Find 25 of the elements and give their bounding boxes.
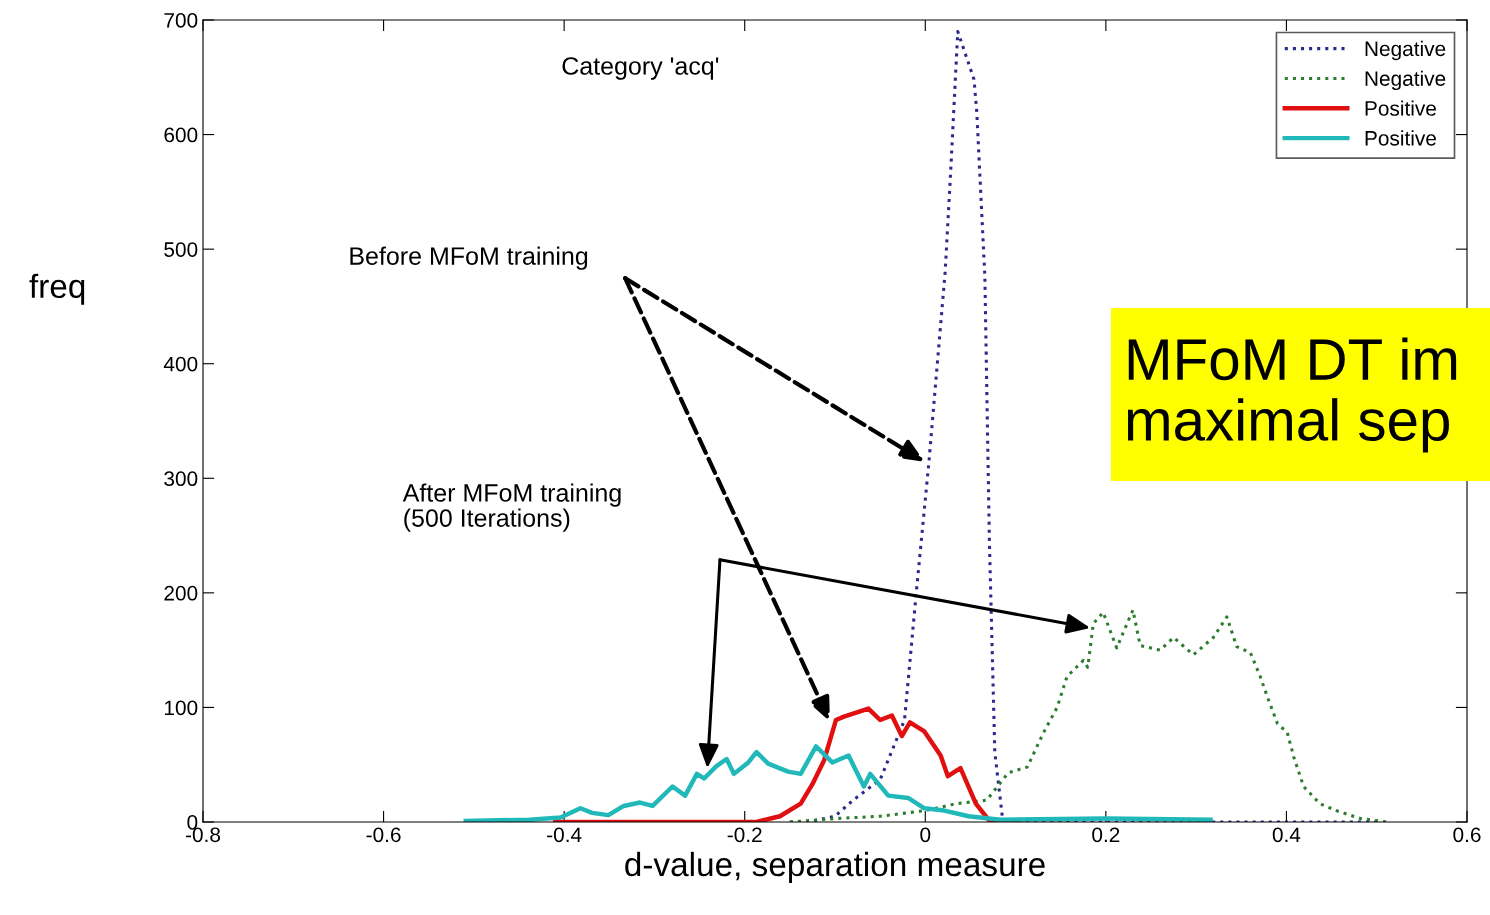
legend-label: Positive <box>1365 100 1436 116</box>
y-tick-label: 500 <box>164 242 198 257</box>
x-tick-label: -0.6 <box>366 827 401 843</box>
y-axis-title: freq <box>29 273 85 305</box>
y-tick-label: 300 <box>164 471 198 487</box>
y-tick-label: 600 <box>164 127 198 143</box>
y-tick-label: 700 <box>164 13 198 28</box>
x-axis-title: d-value, separation measure <box>625 851 1045 883</box>
x-tick-label: -0.4 <box>547 827 582 843</box>
x-tick-label: 0.6 <box>1453 827 1481 843</box>
y-tick-label: 400 <box>163 356 198 372</box>
x-tick-label: 0 <box>920 827 931 843</box>
text: Category 'acq' <box>562 57 719 80</box>
annotation: MFoM DT im maximal sep <box>1127 337 1457 453</box>
x-tick-label: -0.2 <box>727 827 762 843</box>
legend-label: Negative <box>1365 40 1446 61</box>
y-tick-label: 100 <box>164 700 198 716</box>
annotation: Before MFoM training <box>350 246 588 270</box>
annotation: After MFoM training (500 Iterations) <box>402 483 621 532</box>
legend-label: Positive <box>1365 130 1436 146</box>
y-tick-label: 200 <box>164 585 198 601</box>
x-tick-label: 0.2 <box>1092 827 1120 843</box>
legend-label: Negative <box>1365 70 1446 91</box>
x-tick-label: 0.4 <box>1272 827 1301 843</box>
line-series <box>463 744 1213 822</box>
